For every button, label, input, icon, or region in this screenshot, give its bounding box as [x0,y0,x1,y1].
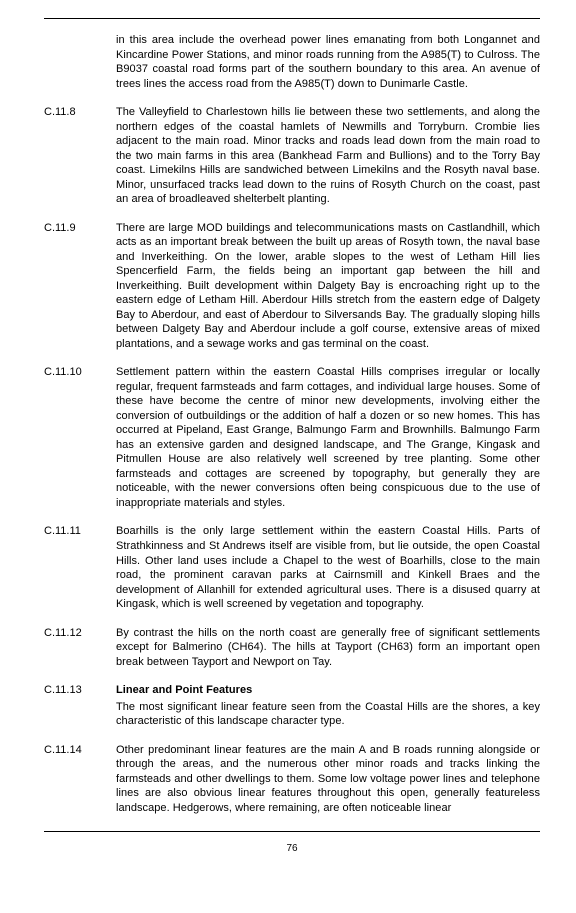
entry: C.11.11Boarhills is the only large settl… [44,524,540,611]
entry-heading: Linear and Point Features [116,683,540,698]
entry-body: By contrast the hills on the north coast… [116,626,540,670]
entry-body: There are large MOD buildings and teleco… [116,221,540,352]
entry: C.11.12By contrast the hills on the nort… [44,626,540,670]
entry-body: Other predominant linear features are th… [116,743,540,816]
entry-text: There are large MOD buildings and teleco… [116,221,540,352]
entry-number: C.11.13 [44,683,116,729]
entry-number: C.11.11 [44,524,116,611]
document-page: in this area include the overhead power … [0,0,576,913]
entry-body: The Valleyfield to Charlestown hills lie… [116,105,540,207]
entry-body: in this area include the overhead power … [116,33,540,91]
entry-number: C.11.8 [44,105,116,207]
entry-number: C.11.12 [44,626,116,670]
entry-text: The Valleyfield to Charlestown hills lie… [116,105,540,207]
entry: C.11.14Other predominant linear features… [44,743,540,816]
entry: C.11.10Settlement pattern within the eas… [44,365,540,510]
rule-bottom [44,831,540,832]
entry-text: Boarhills is the only large settlement w… [116,524,540,611]
entry-body: Settlement pattern within the eastern Co… [116,365,540,510]
entry-text: The most significant linear feature seen… [116,700,540,729]
entry-text: Other predominant linear features are th… [116,743,540,816]
entry-number: C.11.14 [44,743,116,816]
rule-top [44,18,540,19]
page-number: 76 [44,842,540,855]
entry: C.11.8The Valleyfield to Charlestown hil… [44,105,540,207]
entries-container: in this area include the overhead power … [44,33,540,815]
entry-text: By contrast the hills on the north coast… [116,626,540,670]
entry: in this area include the overhead power … [44,33,540,91]
entry: C.11.9There are large MOD buildings and … [44,221,540,352]
entry-body: Linear and Point Features The most signif… [116,683,540,729]
entry-text: Settlement pattern within the eastern Co… [116,365,540,510]
entry-body: Boarhills is the only large settlement w… [116,524,540,611]
entry-text: in this area include the overhead power … [116,33,540,91]
entry-number: C.11.9 [44,221,116,352]
entry-number: C.11.10 [44,365,116,510]
entry: C.11.13Linear and Point Features The most… [44,683,540,729]
entry-number [44,33,116,91]
